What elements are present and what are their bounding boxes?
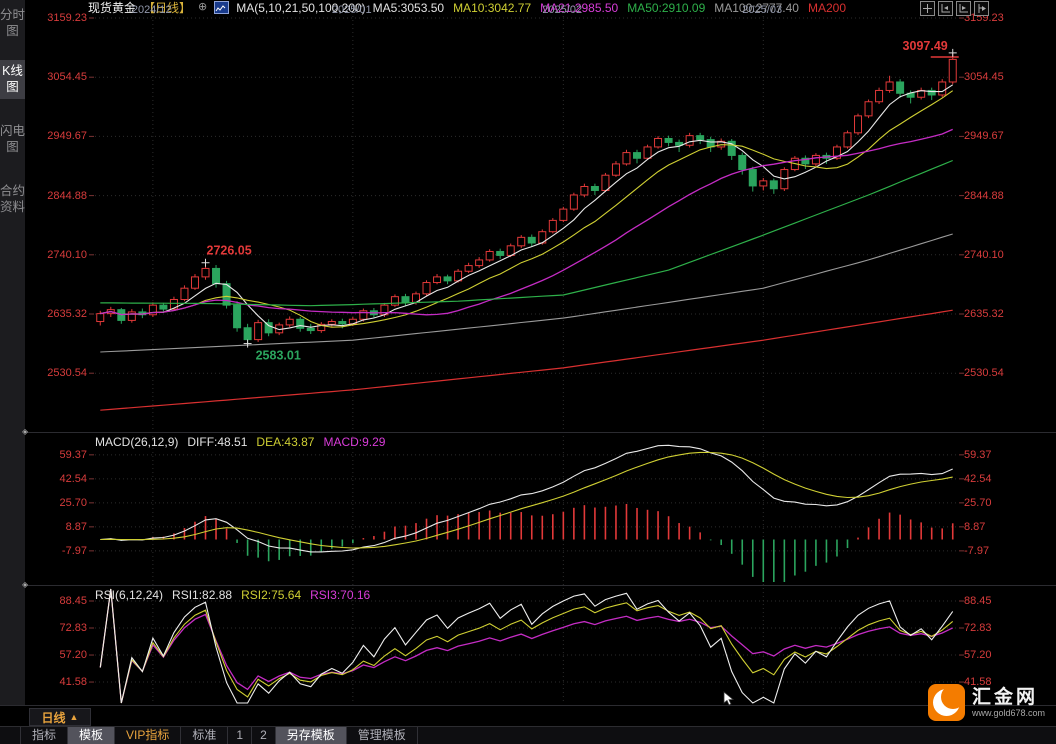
bottom-tab[interactable]: 模板 xyxy=(68,727,116,744)
period-label: 日线 xyxy=(41,710,66,725)
compress-kline-icon[interactable] xyxy=(938,1,953,16)
y-axis-label-left: 2635.32 xyxy=(47,308,87,320)
y-axis-label-right: 2635.32 xyxy=(964,308,1004,320)
period-bracket-label: 【日线】 xyxy=(143,1,192,15)
macd-panel-header: MACD(26,12,9) DIFF:48.51 DEA:43.87 MACD:… xyxy=(95,435,385,449)
chart-toolbar xyxy=(920,1,989,16)
panel-divider[interactable] xyxy=(25,432,1056,433)
rsi2-value: RSI2:75.64 xyxy=(241,588,302,602)
y-axis-label-left: 2740.10 xyxy=(47,248,87,261)
x-axis-date: 2025/02 xyxy=(542,4,583,16)
sidebar-item-3[interactable]: 闪电图 xyxy=(0,124,26,154)
y-axis-label-left: -7.97 xyxy=(61,544,87,557)
y-axis-label-left: 25.70 xyxy=(59,496,87,509)
y-axis-label-right: 25.70 xyxy=(964,496,992,509)
mouse-cursor xyxy=(723,691,735,706)
y-axis-label-right: 2844.88 xyxy=(964,189,1004,202)
bottom-tab[interactable]: 管理模板 xyxy=(347,727,418,744)
y-axis-label-left: 57.20 xyxy=(59,649,87,662)
sidebar-item-2[interactable]: K线图 xyxy=(0,60,25,99)
logo-url: www.gold678.com xyxy=(972,707,1046,718)
time-axis-row: 日线 ▲ xyxy=(0,705,1056,727)
y-axis-label-left: 2949.67 xyxy=(47,130,87,143)
rsi3-value: RSI3:70.16 xyxy=(310,588,371,602)
sidebar-item-1[interactable]: 分时图 xyxy=(0,8,26,38)
panel-handle-icon[interactable]: ◈ xyxy=(22,580,29,589)
pan-right-icon[interactable] xyxy=(974,1,989,16)
price-annotation: 2583.01 xyxy=(256,349,301,363)
circle-plus-icon[interactable]: ⊕ xyxy=(198,1,208,13)
y-axis-label-left: 42.54 xyxy=(59,472,87,485)
y-axis-label-right: 59.37 xyxy=(964,448,992,461)
panel-handle-icon[interactable]: ◈ xyxy=(22,427,29,436)
instrument-title: 现货黄金 xyxy=(88,1,137,15)
site-logo: 汇金网 www.gold678.com xyxy=(928,684,1045,721)
bottom-tab[interactable]: 另存模板 xyxy=(275,727,347,744)
mini-chart-icon[interactable] xyxy=(214,1,230,14)
y-axis-label-right: 42.54 xyxy=(964,472,992,485)
y-axis-label-right: 2740.10 xyxy=(964,248,1004,261)
rsi-panel-header: RSI(6,12,24) RSI1:82.88 RSI2:75.64 RSI3:… xyxy=(95,588,370,602)
chart-header: 现货黄金 【日线】 ⊕ MA(5,10,21,50,100,200) MA5:3… xyxy=(88,0,846,16)
ma-legend-value: MA100:2777.40 xyxy=(714,0,799,15)
x-axis-date: 2025/03 xyxy=(742,4,783,16)
x-axis-date: 2025/01 xyxy=(331,4,372,16)
rsi1-value: RSI1:82.88 xyxy=(172,588,233,602)
y-axis-label-right: 57.20 xyxy=(964,649,992,662)
ma-legend-value: MA200 xyxy=(807,0,847,15)
y-axis-label-right: 3054.45 xyxy=(964,71,1004,84)
y-axis-label-left: 59.37 xyxy=(59,448,87,461)
ma-legend-value: MA21:2985.50 xyxy=(540,0,619,15)
ma-legend-value: MA10:3042.77 xyxy=(453,0,532,15)
ma-legend: MA5:3053.50 MA10:3042.77 MA21:2985.50 MA50:… xyxy=(373,1,846,15)
y-axis-label-left: 2530.54 xyxy=(47,367,87,380)
bottom-tab[interactable]: 1 xyxy=(228,727,253,744)
y-axis-label-left: 41.58 xyxy=(59,676,87,689)
ma-legend-value: MA50:2910.09 xyxy=(627,0,706,15)
macd-dea-value: DEA:43.87 xyxy=(256,435,315,449)
macd-title: MACD(26,12,9) xyxy=(95,435,179,449)
bottom-tab-bar: 指标 模板 VIP指标 标准 1 2 另存模板 管理模板 xyxy=(0,726,1056,744)
y-axis-label-left: 2844.88 xyxy=(47,189,87,202)
price-annotation: 3097.49 xyxy=(903,39,948,53)
y-axis-label-left: 3159.23 xyxy=(47,12,87,24)
bottom-tab[interactable]: VIP指标 xyxy=(115,727,182,744)
logo-crescent-icon xyxy=(928,684,965,721)
y-axis-label-right: 88.45 xyxy=(964,595,992,607)
expand-kline-icon[interactable] xyxy=(956,1,971,16)
y-axis-label-left: 3054.45 xyxy=(47,71,87,84)
y-axis-label-right: 41.58 xyxy=(964,676,992,689)
y-axis-label-left: 72.83 xyxy=(59,622,87,634)
period-selector-button[interactable]: 日线 ▲ xyxy=(29,708,91,726)
ma-params-label: MA(5,10,21,50,100,200) xyxy=(236,0,366,15)
y-axis-label-right: 72.83 xyxy=(964,622,992,634)
y-axis-label-right: -7.97 xyxy=(964,544,990,557)
y-axis-label-right: 8.87 xyxy=(964,520,986,533)
left-sidebar: 分时图 K线图闪电图合约资料 xyxy=(0,0,26,705)
price-annotation: 2726.05 xyxy=(207,244,252,258)
macd-diff-value: DIFF:48.51 xyxy=(187,435,248,449)
y-axis-label-right: 2949.67 xyxy=(964,130,1004,143)
x-axis-date: 2024/12 xyxy=(131,4,172,16)
chevron-up-icon: ▲ xyxy=(69,712,79,722)
bottom-tab[interactable]: 指标 xyxy=(20,727,69,744)
y-axis-label-right: 2530.54 xyxy=(964,367,1004,380)
bottom-tab[interactable]: 标准 xyxy=(181,727,229,744)
panel-divider[interactable] xyxy=(25,585,1056,586)
bottom-tab[interactable]: 2 xyxy=(252,727,276,744)
y-axis-label-right: 3159.23 xyxy=(964,12,1004,24)
ma-legend-value: MA5:3053.50 xyxy=(372,0,445,15)
sidebar-item-4[interactable]: 合约资料 xyxy=(0,184,26,214)
macd-macd-value: MACD:9.29 xyxy=(323,435,386,449)
fit-screen-icon[interactable] xyxy=(920,1,935,16)
logo-name: 汇金网 xyxy=(972,686,1039,708)
y-axis-label-left: 8.87 xyxy=(65,520,87,533)
rsi-title: RSI(6,12,24) xyxy=(95,588,164,602)
y-axis-label-left: 88.45 xyxy=(59,595,87,607)
